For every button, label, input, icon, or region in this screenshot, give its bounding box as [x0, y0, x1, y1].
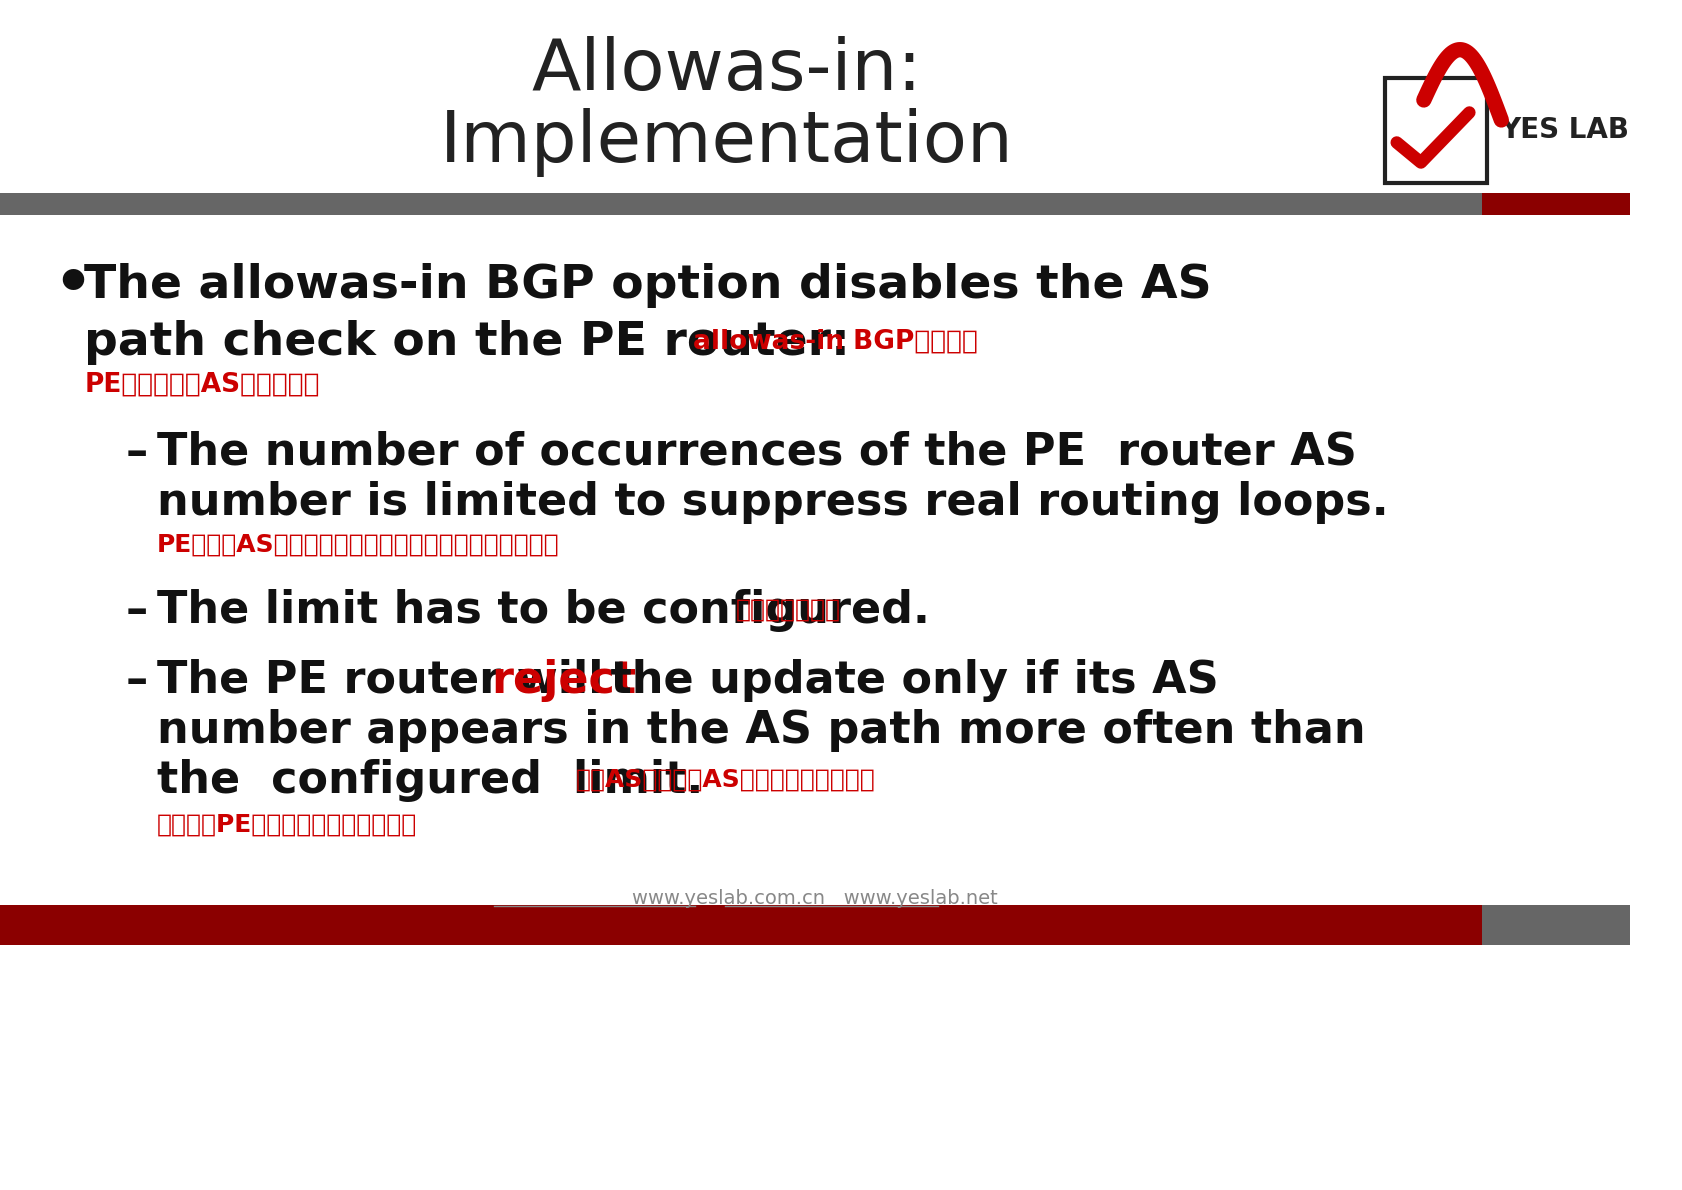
Text: –: – — [126, 658, 148, 701]
Text: –: – — [126, 589, 148, 632]
Text: –: – — [126, 431, 148, 474]
Text: Allowas-in:: Allowas-in: — [532, 36, 922, 105]
Bar — [1482, 193, 1630, 215]
Text: YES LAB: YES LAB — [1499, 115, 1628, 144]
Text: The limit has to be configured.: The limit has to be configured. — [156, 589, 928, 632]
Text: The allowas-in BGP option disables the AS: The allowas-in BGP option disables the A… — [84, 263, 1211, 307]
Text: path check on the PE router:: path check on the PE router: — [84, 319, 849, 364]
Text: PE路由器AS号的发生次数受限于抑制实际的路由环路。: PE路由器AS号的发生次数受限于抑制实际的路由环路。 — [156, 533, 558, 557]
Text: www.yeslab.com.cn   www.yeslab.net: www.yeslab.com.cn www.yeslab.net — [631, 889, 997, 908]
Text: reject: reject — [491, 658, 636, 701]
Bar — [1482, 906, 1630, 945]
Text: number appears in the AS path more often than: number appears in the AS path more often… — [156, 708, 1364, 752]
Text: Implementation: Implementation — [439, 107, 1013, 176]
Text: number is limited to suppress real routing loops.: number is limited to suppress real routi… — [156, 481, 1388, 524]
Text: •: • — [54, 256, 93, 314]
Text: PE路由器上的AS路径检查：: PE路由器上的AS路径检查： — [84, 372, 320, 397]
FancyBboxPatch shape — [1384, 77, 1485, 182]
Text: The PE router will: The PE router will — [156, 658, 619, 701]
Text: 繁出现，PE路由器才会拒绝该更新。: 繁出现，PE路由器才会拒绝该更新。 — [156, 813, 417, 837]
Text: the update only if its AS: the update only if its AS — [594, 658, 1218, 701]
Bar — [0, 906, 1482, 945]
Text: 只有AS路由器的AS号比配置的限制更频: 只有AS路由器的AS号比配置的限制更频 — [575, 768, 875, 793]
Text: 必须配置限制。: 必须配置限制。 — [735, 599, 841, 622]
Bar — [0, 193, 1482, 215]
Text: the  configured  limit.: the configured limit. — [156, 758, 703, 802]
Text: The number of occurrences of the PE  router AS: The number of occurrences of the PE rout… — [156, 431, 1356, 474]
Text: allowas-in BGP选项禁用: allowas-in BGP选项禁用 — [691, 328, 977, 355]
